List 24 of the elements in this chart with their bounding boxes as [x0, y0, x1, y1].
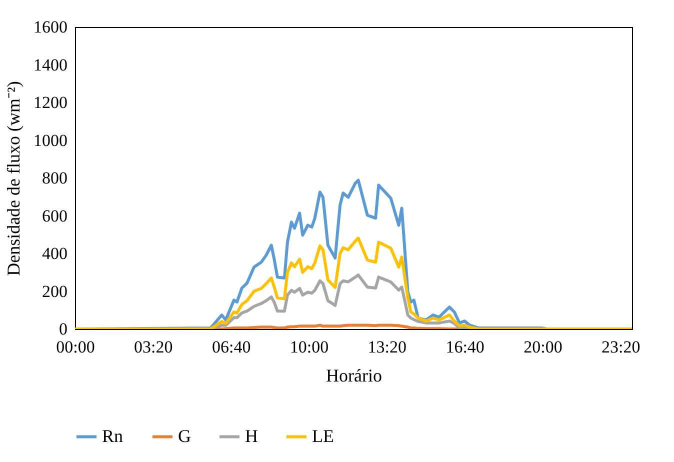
y-tick-label: 600 [42, 206, 68, 226]
y-tick-label: 1400 [34, 55, 68, 74]
y-tick-label: 1200 [34, 93, 68, 112]
x-tick-label: 03:20 [134, 338, 173, 356]
x-tick-label: 00:00 [56, 338, 95, 356]
y-tick-label: 1600 [34, 18, 68, 36]
legend-label: G [178, 426, 191, 446]
y-tick-label: 800 [42, 168, 68, 188]
legend-label: Rn [102, 426, 124, 446]
x-tick-label: 06:40 [212, 338, 251, 356]
y-tick-label: 1000 [34, 130, 68, 150]
x-tick-label: 13:20 [368, 338, 407, 356]
x-axis-title: Horário [326, 366, 382, 386]
y-tick-label: 200 [42, 282, 68, 301]
x-tick-label: 16:40 [446, 338, 484, 356]
x-tick-label: 10:00 [290, 338, 329, 356]
y-tick-label: 400 [42, 244, 68, 263]
y-tick-label: 0 [59, 320, 68, 338]
legend-label: H [245, 426, 258, 446]
x-tick-label: 20:00 [524, 338, 562, 356]
line-series [75, 236, 632, 329]
x-tick-label: 23:20 [602, 338, 640, 356]
y-axis-title: Densidade de fluxo (wm⁻²) [4, 81, 24, 276]
legend-label: LE [312, 426, 334, 446]
